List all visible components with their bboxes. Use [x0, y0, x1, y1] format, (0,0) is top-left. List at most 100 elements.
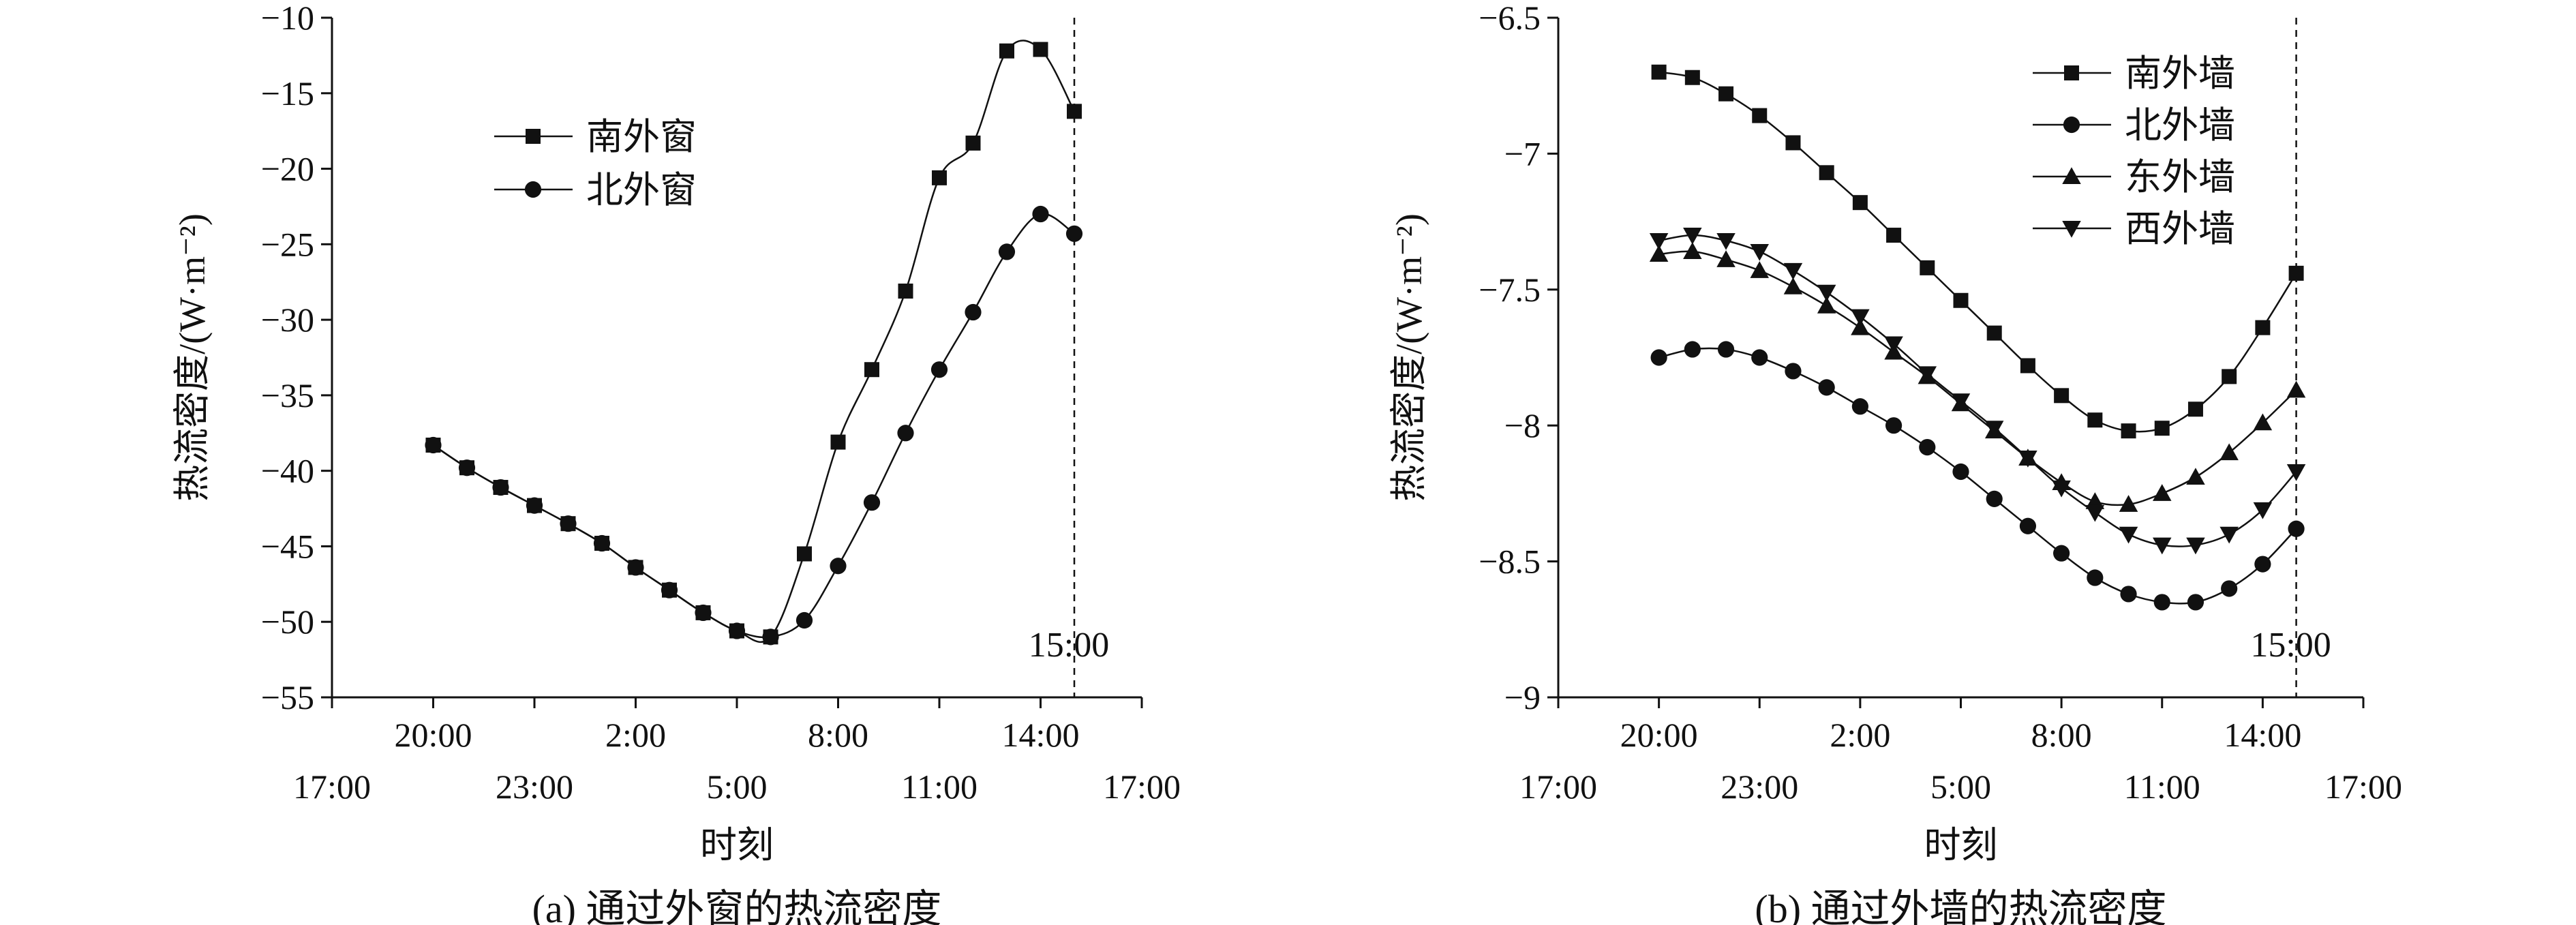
x-tick-label-lower: 23:00 — [1721, 768, 1798, 806]
x-tick-label-lower: 17:00 — [2324, 768, 2402, 806]
x-tick-label-lower: 5:00 — [707, 768, 768, 806]
data-point — [1649, 245, 1669, 262]
data-point — [863, 494, 881, 511]
data-point — [2286, 464, 2306, 481]
data-point — [1684, 70, 1700, 85]
series-line — [432, 213, 1075, 639]
data-point — [2153, 484, 2172, 501]
y-tick-label: −55 — [261, 678, 314, 716]
data-point — [1953, 292, 1969, 308]
data-point — [1818, 379, 1835, 396]
x-tick-label-lower: 23:00 — [496, 768, 573, 806]
y-axis-title: 热流密度/(W·m⁻²) — [172, 213, 213, 502]
x-tick-label-upper: 14:00 — [1002, 716, 1080, 754]
data-point — [930, 361, 948, 378]
x-tick-label-lower: 11:00 — [901, 768, 978, 806]
y-tick-label: −45 — [261, 527, 314, 565]
x-tick-label-lower: 5:00 — [1930, 768, 1991, 806]
data-point — [1952, 463, 1969, 481]
legend-marker — [2062, 221, 2081, 238]
data-point — [1785, 363, 1802, 380]
data-point — [560, 515, 577, 532]
legend-label: 西外墙 — [2125, 209, 2235, 249]
data-point — [728, 622, 746, 639]
data-point — [1649, 233, 1669, 250]
data-point — [1032, 205, 1049, 223]
legend-marker — [524, 181, 542, 198]
y-axis-title: 热流密度/(W·m⁻²) — [1389, 213, 1429, 502]
series-1 — [425, 40, 1082, 645]
data-point — [2219, 443, 2239, 461]
data-point — [2254, 556, 2271, 573]
data-point — [1984, 421, 2004, 438]
y-tick-label: −15 — [261, 74, 314, 112]
data-point — [1951, 393, 1971, 411]
data-point — [2222, 369, 2237, 384]
data-point — [2221, 580, 2238, 597]
data-point — [1717, 341, 1735, 358]
data-point — [2087, 569, 2104, 586]
data-point — [1851, 318, 1870, 335]
data-point — [830, 434, 846, 450]
panel-b-wall-heat-flux: −6.5 −7 −7.5 −8 −8.5 −9 20:00 2:00 8:00 14:00 17:0… — [1389, 0, 2402, 925]
data-point — [830, 558, 847, 575]
data-point — [1750, 261, 1769, 278]
time-marker-label: 15:00 — [2250, 626, 2331, 665]
x-tick-label-lower: 11:00 — [2124, 768, 2200, 806]
series-3 — [1649, 242, 2306, 512]
data-point — [1683, 228, 1702, 245]
legend-marker — [2062, 167, 2081, 184]
legend-marker — [2064, 65, 2079, 80]
data-point — [2186, 468, 2205, 485]
data-point — [1851, 309, 1870, 327]
data-point — [1920, 260, 1935, 275]
x-tick-label-upper: 20:00 — [395, 716, 472, 754]
y-tick-label: −35 — [261, 376, 314, 414]
series-4 — [1649, 228, 2306, 555]
data-point — [2019, 517, 2037, 534]
y-tick-label: −9 — [1504, 678, 1541, 716]
panel-caption: (b) 通过外墙的热流密度 — [1755, 887, 2166, 925]
x-tick-label-lower: 17:00 — [293, 768, 371, 806]
data-point — [2087, 412, 2103, 428]
data-point — [1783, 277, 1803, 294]
data-point — [2121, 423, 2136, 439]
data-point — [2153, 537, 2172, 555]
data-point — [2085, 492, 2105, 509]
data-point — [898, 284, 913, 299]
data-point — [2286, 380, 2306, 398]
data-point — [1065, 225, 1083, 242]
data-point — [2153, 594, 2170, 611]
x-tick-label-lower: 17:00 — [1519, 768, 1597, 806]
data-point — [1986, 325, 2002, 341]
series-2 — [425, 205, 1083, 646]
y-tick-label: −10 — [261, 0, 314, 37]
data-point — [2186, 537, 2205, 555]
data-point — [1651, 64, 1667, 80]
data-point — [1851, 398, 1868, 415]
x-tick-label-upper: 8:00 — [808, 716, 868, 754]
legend-label: 北外窗 — [586, 170, 697, 211]
x-axis-title: 时刻 — [1924, 825, 1998, 866]
data-point — [695, 604, 712, 622]
data-point — [1067, 104, 1082, 119]
data-point — [2219, 526, 2239, 544]
data-point — [1852, 195, 1868, 211]
y-tick-label: −50 — [261, 603, 314, 641]
data-point — [1886, 228, 1902, 243]
x-tick-label-upper: 20:00 — [1620, 716, 1698, 754]
series-1 — [1651, 64, 2304, 439]
legend-marker — [526, 129, 541, 144]
legend-marker — [2063, 116, 2080, 134]
data-point — [2255, 320, 2271, 335]
y-tick-label: −7.5 — [1479, 271, 1541, 309]
y-tick-label: −40 — [261, 452, 314, 490]
data-point — [932, 170, 947, 185]
y-tick-label: −7 — [1504, 134, 1541, 172]
data-point — [2154, 421, 2170, 436]
data-point — [2288, 520, 2305, 537]
data-point — [1751, 349, 1768, 366]
data-point — [2085, 504, 2105, 522]
data-point — [1785, 135, 1801, 151]
